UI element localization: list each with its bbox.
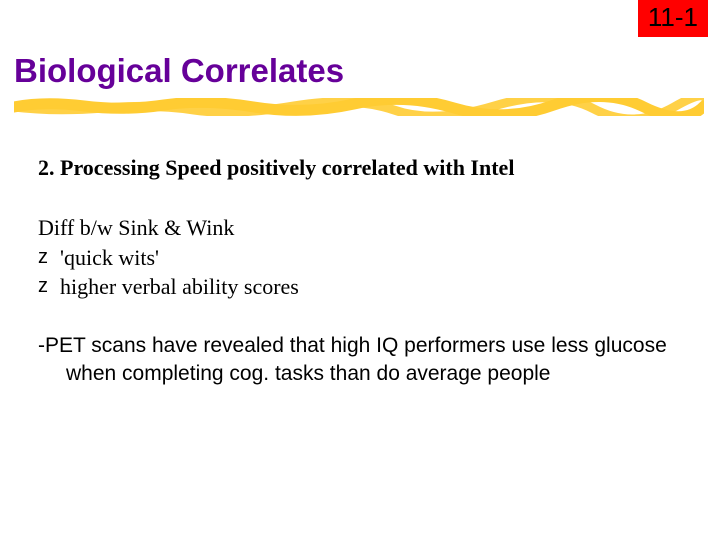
bullet-text: 'quick wits' [60, 243, 159, 273]
page-number-box: 11-1 [638, 0, 708, 37]
pet-paragraph: -PET scans have revealed that high IQ pe… [66, 332, 676, 389]
spacer [38, 302, 680, 332]
content-area: 2. Processing Speed positively correlate… [38, 155, 680, 389]
slide-title: Biological Correlates [14, 52, 720, 90]
page-number: 11-1 [648, 2, 698, 32]
subheading: 2. Processing Speed positively correlate… [38, 155, 680, 181]
bullet-item: z higher verbal ability scores [38, 272, 680, 302]
bullet-icon: z [38, 272, 54, 300]
title-underline [14, 98, 704, 116]
bullet-icon: z [38, 243, 54, 271]
body-line-1: Diff b/w Sink & Wink [38, 213, 680, 243]
bullet-item: z 'quick wits' [38, 243, 680, 273]
title-container: Biological Correlates [14, 52, 720, 90]
bullet-text: higher verbal ability scores [60, 272, 299, 302]
